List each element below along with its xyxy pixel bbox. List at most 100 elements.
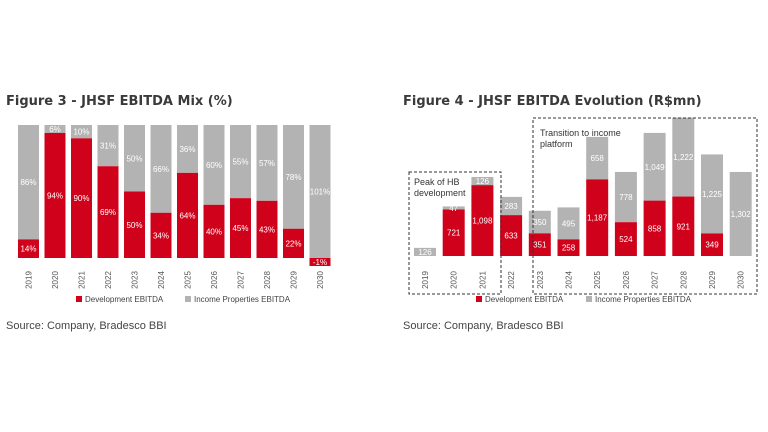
bar-income-2029 <box>701 154 723 234</box>
bar-development-2021 <box>71 138 92 258</box>
label-income-2022: 31% <box>100 142 116 151</box>
bar-development-2024 <box>557 239 580 256</box>
bar-development-2027 <box>230 198 251 258</box>
legend-swatch-development <box>476 296 482 302</box>
label-development-2029: 22% <box>285 239 301 248</box>
tick-2026: 2026 <box>210 271 219 289</box>
tick-2019: 2019 <box>25 271 34 289</box>
label-income-2022: 283 <box>504 202 518 211</box>
bar-development-2022 <box>500 215 523 256</box>
label-income-2019: 126 <box>418 248 432 257</box>
bar-income-2029 <box>283 125 304 229</box>
tick-2023: 2023 <box>536 271 545 289</box>
annotation-transition-line1: Transition to income <box>540 128 621 138</box>
bar-income-2024 <box>557 207 580 240</box>
bar-income-2020 <box>44 125 66 133</box>
label-development-2028: 43% <box>259 225 275 234</box>
tick-2030: 2030 <box>316 271 325 289</box>
label-income-2021: 10% <box>73 128 89 137</box>
label-income-2029: 78% <box>285 173 301 182</box>
bar-income-2024 <box>150 125 172 213</box>
label-development-2026: 40% <box>206 227 222 236</box>
label-development-2019: 14% <box>20 245 36 254</box>
tick-2027: 2027 <box>237 271 246 289</box>
annotation-box-transition <box>532 117 758 295</box>
tick-2029: 2029 <box>290 271 299 289</box>
legend-label-income: Income Properties EBITDA <box>194 295 291 304</box>
label-income-2029: 1,225 <box>702 190 723 199</box>
label-income-2026: 778 <box>619 193 633 202</box>
annotation-box-peak <box>408 171 502 295</box>
annotation-transition-line2: platform <box>540 139 573 149</box>
bar-development-2030 <box>309 258 331 266</box>
tick-2020: 2020 <box>51 271 60 289</box>
tick-2025: 2025 <box>184 271 193 289</box>
bar-development-2023 <box>124 191 145 258</box>
bar-development-2029 <box>701 233 723 256</box>
tick-2021: 2021 <box>78 271 87 289</box>
bar-development-2024 <box>150 212 172 258</box>
bar-development-2022 <box>97 166 119 258</box>
tick-2022: 2022 <box>104 271 113 289</box>
legend-swatch-income <box>586 296 592 302</box>
legend-label-income: Income Properties EBITDA <box>595 295 692 304</box>
bar-income-2021 <box>471 176 494 186</box>
label-income-2025: 658 <box>591 154 605 163</box>
bar-income-2023 <box>124 125 145 192</box>
label-income-2027: 55% <box>232 158 248 167</box>
legend-swatch-income <box>185 296 191 302</box>
label-development-2023: 50% <box>126 221 142 230</box>
label-income-2025: 36% <box>179 145 195 154</box>
bar-development-2025 <box>177 172 198 258</box>
bar-income-2027 <box>230 125 251 199</box>
tick-2025: 2025 <box>593 271 602 289</box>
label-development-2028: 921 <box>677 222 691 231</box>
bar-income-2022 <box>97 125 119 167</box>
bar-income-2030 <box>309 125 331 258</box>
label-income-2028: 1,222 <box>673 153 694 162</box>
figure3-chart: 86% 14% 2019 6% 94% 2020 10% 90% 2021 31% 69% 2022 5… <box>18 125 331 304</box>
label-development-2022: 633 <box>504 232 518 241</box>
bar-income-2019 <box>18 125 39 240</box>
legend-label-development: Development EBITDA <box>485 295 564 304</box>
bar-development-2026 <box>203 204 225 258</box>
label-development-2024: 34% <box>153 231 169 240</box>
label-development-2030: -1% <box>313 258 327 267</box>
tick-2027: 2027 <box>651 271 660 289</box>
label-development-2022: 69% <box>100 208 116 217</box>
label-income-2027: 1,049 <box>645 163 666 172</box>
bar-development-2027 <box>643 200 666 256</box>
bar-income-2028 <box>672 117 695 197</box>
tick-2024: 2024 <box>157 271 166 289</box>
bar-income-2021 <box>71 125 92 139</box>
label-income-2030: 101% <box>310 188 330 197</box>
bar-development-2026 <box>614 222 637 256</box>
label-income-2020: 6% <box>49 125 61 134</box>
label-development-2021: 90% <box>73 194 89 203</box>
label-development-2021: 1,098 <box>472 217 493 226</box>
label-development-2020: 721 <box>447 229 461 238</box>
bar-income-2022 <box>500 196 523 216</box>
label-income-2020: 47 <box>449 204 458 213</box>
label-development-2025: 1,187 <box>587 214 608 223</box>
tick-2023: 2023 <box>131 271 140 289</box>
label-development-2026: 524 <box>619 235 633 244</box>
figure3-title: Figure 3 - JHSF EBITDA Mix (%) <box>6 94 233 109</box>
bar-development-2021 <box>471 185 494 256</box>
bar-income-2028 <box>256 125 278 201</box>
label-income-2028: 57% <box>259 159 275 168</box>
bar-income-2019 <box>414 247 436 256</box>
label-development-2029: 349 <box>705 241 719 250</box>
tick-2022: 2022 <box>507 271 516 289</box>
label-income-2019: 86% <box>20 178 36 187</box>
tick-2024: 2024 <box>565 271 574 289</box>
figure4-title: Figure 4 - JHSF EBITDA Evolution (R$mn) <box>403 94 702 109</box>
label-development-2027: 45% <box>232 224 248 233</box>
label-income-2023: 350 <box>533 218 547 227</box>
bar-development-2020 <box>442 209 465 256</box>
bar-development-2028 <box>672 196 695 256</box>
annotation-peak-line1: Peak of HB <box>414 177 460 187</box>
tick-2030: 2030 <box>737 271 746 289</box>
tick-2026: 2026 <box>622 271 631 289</box>
label-income-2023: 50% <box>126 154 142 163</box>
